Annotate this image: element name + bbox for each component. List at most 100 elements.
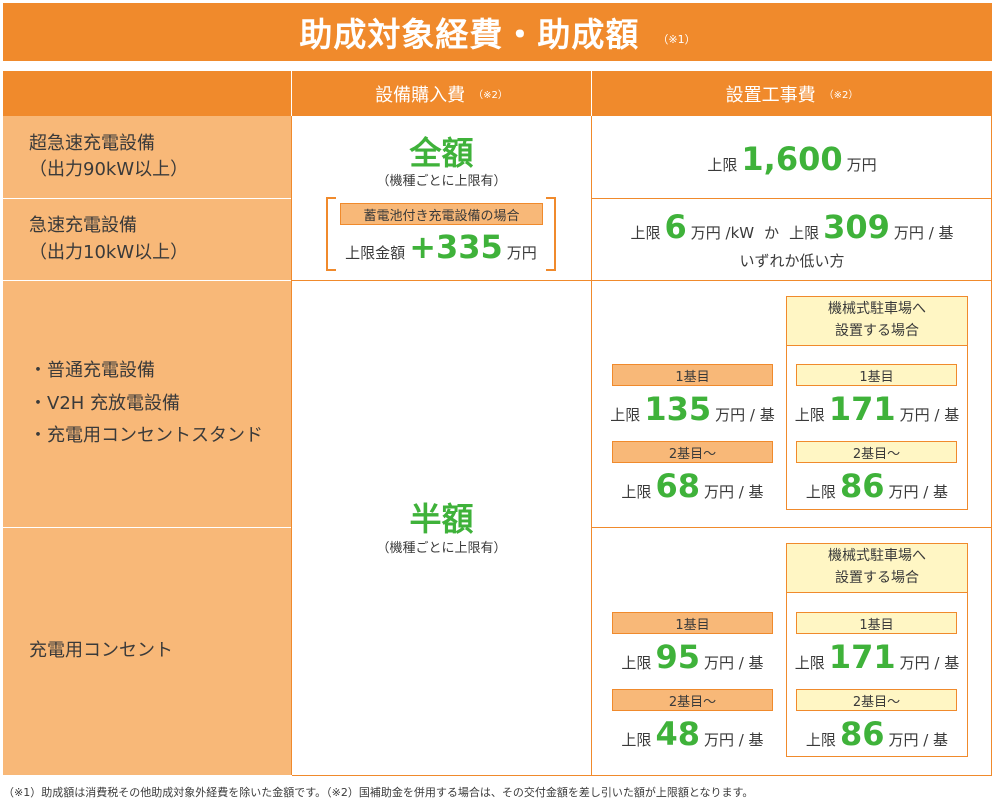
equipment-half-note: （機種ごとに上限有） — [376, 541, 507, 556]
page-title-banner: 助成対象経費・助成額 （※1） — [3, 3, 992, 61]
second-unit-tag: 2基目〜 — [612, 689, 773, 711]
outlet-mech-first: 上限 171 万円 / 基 — [787, 638, 967, 676]
limit-unit-per-kw: 万円 /kW — [690, 224, 755, 242]
mech-header-line2: 設置する場合 — [835, 569, 919, 586]
battery-tag: 蓄電池付き充電設備の場合 — [340, 203, 543, 225]
mech-header-outlet: 機械式駐車場へ 設置する場合 — [787, 544, 967, 593]
battery-limit-unit: 万円 — [506, 244, 537, 262]
limit-unit: 万円 / 基 — [703, 483, 764, 501]
title-note: （※1） — [657, 33, 696, 46]
limit-label: 上限 — [805, 483, 836, 501]
divider — [591, 116, 592, 775]
limit-label: 上限 — [707, 156, 738, 174]
row-label-outlet: 充電用コンセント — [3, 528, 291, 775]
first-unit-tag: 1基目 — [612, 612, 773, 634]
row-label-ultra-fast: 超急速充電設備 （出力90kW以上） — [3, 116, 291, 198]
divider — [991, 116, 992, 775]
lower-of-note: いずれか低い方 — [739, 252, 845, 270]
construction-fast-limit: 上限 6 万円 /kW か 上限 309 万円 / 基 — [592, 208, 992, 246]
limit-label: 上限 — [621, 654, 652, 672]
divider — [3, 198, 291, 199]
construction-ultra-limit: 上限 1,600 万円 — [592, 140, 992, 178]
normal-mech-first: 上限 171 万円 / 基 — [787, 390, 967, 428]
row-fast-line1: 急速充電設備 — [29, 215, 137, 237]
limit-unit: 万円 / 基 — [715, 406, 775, 424]
equipment-half-amount: 半額 — [409, 500, 474, 538]
bracket-corner — [546, 197, 556, 199]
limit-unit: 万円 / 基 — [888, 483, 949, 501]
limit-value: 95 — [655, 638, 700, 676]
bracket-corner — [546, 269, 556, 271]
divider — [592, 198, 992, 199]
limit-unit-per-unit: 万円 / 基 — [893, 224, 954, 242]
limit-value: 171 — [828, 638, 896, 676]
outlet-std-second: 上限 48 万円 / 基 — [602, 715, 783, 753]
divider — [3, 280, 291, 281]
limit-label: 上限 — [789, 224, 820, 242]
limit-value: 86 — [839, 467, 885, 505]
battery-bracket — [326, 197, 556, 271]
mech-box-normal — [786, 296, 968, 510]
header-equipment-note: （※2） — [473, 90, 508, 101]
mech-box-outlet — [786, 543, 968, 757]
header-construction: 設置工事費 （※2） — [592, 71, 992, 116]
limit-unit: 万円 / 基 — [899, 406, 960, 424]
row-normal-line1: ・普通充電設備 — [29, 360, 155, 382]
limit-label: 上限 — [805, 731, 836, 749]
limit-unit: 万円 / 基 — [899, 654, 960, 672]
header-construction-note: （※2） — [823, 90, 859, 101]
limit-value-per-unit: 309 — [823, 208, 890, 246]
header-blank-cell — [3, 71, 291, 116]
limit-unit: 万円 / 基 — [703, 731, 764, 749]
outlet-std-first: 上限 95 万円 / 基 — [602, 638, 783, 676]
row-ultra-fast-line2: （出力90kW以上） — [29, 159, 189, 180]
header-equipment-label: 設備購入費 — [375, 84, 466, 106]
limit-value: 171 — [828, 390, 896, 428]
divider — [3, 527, 291, 528]
limit-label: 上限 — [794, 654, 825, 672]
limit-value-per-kw: 6 — [664, 208, 687, 246]
row-ultra-fast-line1: 超急速充電設備 — [29, 132, 155, 154]
limit-unit: 万円 / 基 — [888, 731, 949, 749]
first-unit-tag: 1基目 — [796, 612, 957, 634]
header-construction-label: 設置工事費 — [725, 84, 816, 106]
footnote: （※1）助成額は消費税その他助成対象外経費を除いた金額です。（※2）国補助金を併… — [3, 786, 754, 799]
second-unit-tag: 2基目〜 — [796, 689, 957, 711]
first-unit-tag: 1基目 — [796, 364, 957, 386]
limit-value: 86 — [839, 715, 885, 753]
mech-header-line1: 機械式駐車場へ — [828, 301, 926, 317]
equipment-full-amount: 全額 — [409, 134, 474, 172]
divider — [292, 775, 992, 776]
limit-label: 上限 — [630, 224, 661, 242]
header-equipment: 設備購入費 （※2） — [292, 71, 591, 116]
divider — [592, 527, 992, 528]
battery-limit: 上限金額 +335 万円 — [330, 228, 552, 266]
mech-header-line1: 機械式駐車場へ — [828, 548, 926, 564]
limit-label: 上限 — [794, 406, 825, 424]
bracket-corner — [326, 197, 336, 199]
row-fast-line2: （出力10kW以上） — [29, 241, 189, 263]
mech-header-line2: 設置する場合 — [835, 322, 919, 339]
row-normal-line3: ・充電用コンセントスタンド — [29, 425, 263, 447]
row-normal-line2: ・V2H 充放電設備 — [29, 392, 181, 414]
limit-label: 上限 — [621, 731, 652, 749]
second-unit-tag: 2基目〜 — [796, 441, 957, 463]
battery-limit-label: 上限金額 — [345, 244, 406, 262]
limit-unit: 万円 — [846, 156, 877, 174]
row-label-normal: ・普通充電設備 ・V2H 充放電設備 ・充電用コンセントスタンド — [3, 281, 291, 527]
equipment-full-note: （機種ごとに上限有） — [376, 174, 507, 189]
second-unit-tag: 2基目〜 — [612, 441, 773, 463]
normal-std-second: 上限 68 万円 / 基 — [602, 467, 783, 505]
mech-header-normal: 機械式駐車場へ 設置する場合 — [787, 297, 967, 346]
limit-label: 上限 — [610, 406, 641, 424]
or-label: か — [764, 224, 780, 242]
row-label-fast: 急速充電設備 （出力10kW以上） — [3, 199, 291, 280]
limit-value: 135 — [644, 390, 712, 428]
first-unit-tag: 1基目 — [612, 364, 773, 386]
row-outlet-line1: 充電用コンセント — [29, 640, 173, 662]
bracket-corner — [326, 269, 336, 271]
outlet-mech-second: 上限 86 万円 / 基 — [787, 715, 967, 753]
normal-mech-second: 上限 86 万円 / 基 — [787, 467, 967, 505]
limit-value: 1,600 — [741, 140, 843, 178]
normal-std-first: 上限 135 万円 / 基 — [602, 390, 783, 428]
